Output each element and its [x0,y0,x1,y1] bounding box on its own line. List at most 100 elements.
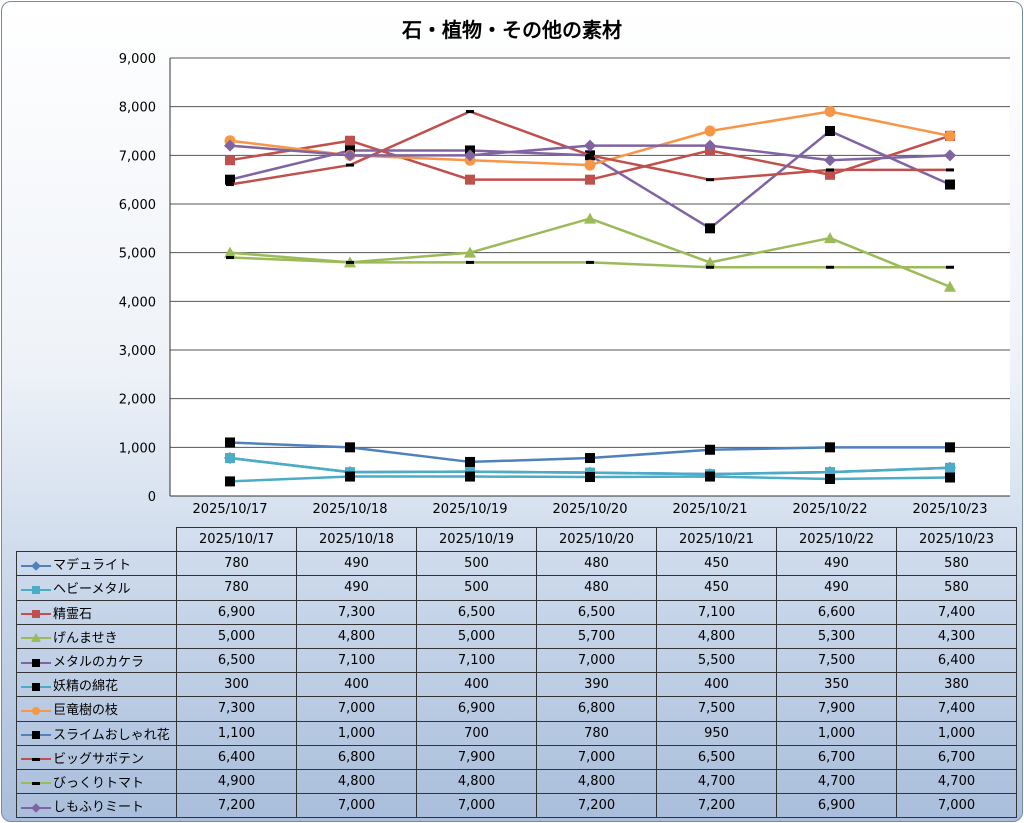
data-point [464,246,476,258]
data-point [826,265,834,269]
table-header-row: 2025/10/17 2025/10/18 2025/10/19 2025/10/20… [16,526,1017,553]
data-point [704,256,716,268]
data-point [586,260,594,264]
table-cell: 6,900 [176,599,297,625]
table-header-cell: 2025/10/18 [296,526,417,553]
data-point [824,106,836,118]
data-point [824,232,836,244]
legend-key-icon [21,560,51,572]
data-point [705,471,715,482]
table-row: びっくりトマト 4,900 4,800 4,800 4,800 4,700 4,700 4,7… [16,768,1017,795]
table-cell: 6,600 [776,599,897,625]
x-tick-label: 2025/10/22 [793,502,868,517]
data-table: 2025/10/17 2025/10/18 2025/10/19 2025/10/20… [16,526,1017,819]
table-cell: 350 [776,672,897,698]
table-cell: 300 [176,672,297,698]
data-point [945,179,955,190]
table-row: ヘビーメタル 780 490 500 480 450 490 580 [16,575,1017,601]
table-row: ビッグサボテン 6,400 6,800 7,900 7,000 6,500 6,700 6,7… [16,744,1017,770]
table-cell: 7,100 [296,647,417,674]
table-cell: 780 [176,575,297,601]
legend-key-icon [21,753,51,765]
data-point [944,130,956,142]
table-cell: 7,300 [176,696,297,722]
data-point [944,280,956,292]
table-cell: 4,700 [896,768,1017,795]
data-point [585,453,595,464]
data-point [346,163,354,167]
table-cell: 4,800 [416,768,537,795]
data-point [225,174,235,185]
table-cell: 780 [176,551,297,577]
table-cell: 6,700 [776,744,897,770]
x-tick-label: 2025/10/21 [673,502,748,517]
table-cell: 6,900 [416,696,537,722]
line-chart: 0 1,000 2,000 3,000 4,000 5,000 6,000 7,000 8,00… [119,52,1010,517]
data-point [466,260,474,264]
table-cell: 780 [536,720,657,746]
data-point [946,265,954,269]
table-cell: 950 [656,720,777,746]
table-cell: 4,700 [656,768,777,795]
table-row: しもふりミート 7,200 7,000 7,000 7,200 7,200 6,900 7,0… [16,793,1017,819]
table-cell: 380 [896,672,1017,698]
table-row: 巨竜樹の枝 7,300 7,000 6,900 6,800 7,500 7,900 7,400 [16,696,1017,722]
data-point [584,212,596,224]
data-point [586,153,594,157]
data-point [224,246,236,258]
data-point [705,444,715,455]
table-header-cell: 2025/10/19 [416,526,537,553]
data-point [825,467,835,478]
table-cell: 6,800 [296,744,417,770]
table-cell: 7,200 [656,793,777,819]
table-cell: 7,000 [536,744,657,770]
x-tick-label: 2025/10/18 [313,502,388,517]
table-cell: 6,400 [176,744,297,770]
table-cell: 400 [656,672,777,698]
y-tick-label: 2,000 [119,393,156,408]
table-cell: 7,200 [176,793,297,819]
table-cell: 700 [416,720,537,746]
data-point [706,178,714,182]
table-cell: 7,000 [296,793,417,819]
table-cell: 6,700 [896,744,1017,770]
table-cell: 1,000 [896,720,1017,746]
data-point [825,473,835,484]
legend-key-icon [21,608,51,620]
table-cell: 1,000 [776,720,897,746]
data-point [704,125,716,137]
table-cell: 6,900 [776,793,897,819]
y-tick-label: 3,000 [119,344,156,359]
table-row: 精霊石 6,900 7,300 6,500 6,500 7,100 6,600 7,400 [16,599,1017,625]
data-point [945,462,955,473]
series-label: 妖精の綿花 [16,672,177,698]
data-point [706,265,714,269]
data-point [345,135,355,146]
table-row: マデュライト 780 490 500 480 450 490 580 [16,551,1017,577]
table-cell: 490 [296,575,417,601]
data-point [226,256,234,260]
table-cell: 5,000 [176,623,297,649]
table-cell: 7,900 [416,744,537,770]
table-cell: 400 [296,672,417,698]
data-point [465,174,475,185]
data-point [705,223,715,234]
y-tick-label: 1,000 [119,441,156,456]
table-cell: 4,700 [776,768,897,795]
series-label: メタルのカケラ [16,647,177,674]
table-cell: 7,400 [896,696,1017,722]
data-point [946,168,954,172]
table-cell: 480 [536,575,657,601]
data-point [345,471,355,482]
series-label: げんませき [16,623,177,649]
series-label: 精霊石 [16,599,177,625]
y-tick-label: 6,000 [119,198,156,213]
legend-key-icon [21,802,51,814]
table-cell: 490 [776,575,897,601]
data-point [584,139,596,152]
series-label: スライムおしゃれ花 [16,720,177,746]
data-point [226,183,234,187]
table-row: メタルのカケラ 6,500 7,100 7,100 7,000 5,500 7,500 6,4… [16,647,1017,674]
data-point [945,472,955,483]
